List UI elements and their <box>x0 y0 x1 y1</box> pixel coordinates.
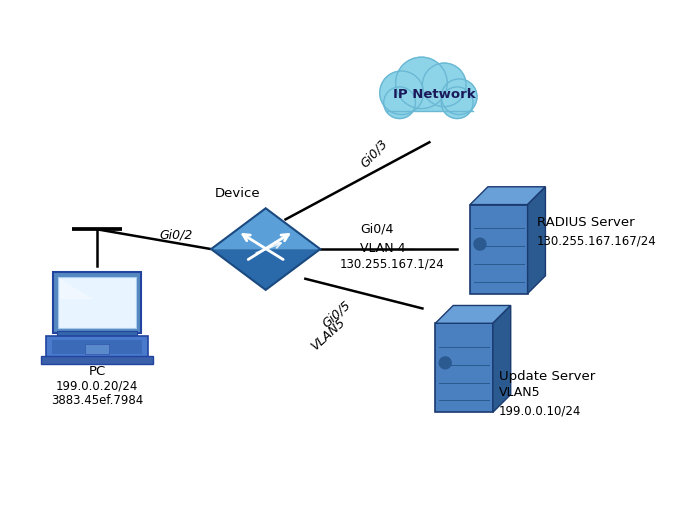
Text: VLAN5: VLAN5 <box>499 387 540 399</box>
Circle shape <box>384 87 416 119</box>
Polygon shape <box>211 249 320 290</box>
FancyBboxPatch shape <box>85 344 109 354</box>
Text: Device: Device <box>215 187 260 199</box>
FancyBboxPatch shape <box>41 356 153 364</box>
Circle shape <box>441 79 477 115</box>
Polygon shape <box>528 187 545 293</box>
FancyBboxPatch shape <box>470 205 528 293</box>
FancyBboxPatch shape <box>46 336 148 358</box>
Text: Update Server: Update Server <box>499 370 595 382</box>
Text: 199.0.0.20/24: 199.0.0.20/24 <box>56 380 138 393</box>
Polygon shape <box>470 187 545 205</box>
Circle shape <box>380 71 424 115</box>
Circle shape <box>474 238 486 250</box>
Text: PC: PC <box>88 365 106 378</box>
Text: Gi0/4: Gi0/4 <box>360 222 393 235</box>
Text: 130.255.167.1/24: 130.255.167.1/24 <box>340 258 444 271</box>
Polygon shape <box>211 208 320 249</box>
FancyBboxPatch shape <box>53 272 141 333</box>
Text: 3883.45ef.7984: 3883.45ef.7984 <box>51 395 143 408</box>
Circle shape <box>395 57 447 108</box>
Text: Gi0/2: Gi0/2 <box>160 228 193 241</box>
Text: VLAN 4: VLAN 4 <box>360 242 405 255</box>
Text: 130.255.167.167/24: 130.255.167.167/24 <box>536 234 657 247</box>
Text: Gi0/5: Gi0/5 <box>320 299 354 331</box>
Text: 199.0.0.10/24: 199.0.0.10/24 <box>499 404 581 417</box>
Polygon shape <box>60 279 92 300</box>
Circle shape <box>440 357 452 369</box>
FancyBboxPatch shape <box>57 331 136 336</box>
FancyBboxPatch shape <box>58 277 136 328</box>
Text: VLAN5: VLAN5 <box>308 316 348 354</box>
Text: IP Network: IP Network <box>393 88 475 101</box>
FancyBboxPatch shape <box>52 340 141 354</box>
FancyBboxPatch shape <box>435 323 493 412</box>
Text: Gi0/3: Gi0/3 <box>358 137 390 170</box>
Polygon shape <box>493 305 511 412</box>
Circle shape <box>422 63 466 106</box>
Circle shape <box>441 87 473 119</box>
FancyBboxPatch shape <box>386 89 473 111</box>
Polygon shape <box>435 305 511 323</box>
Text: RADIUS Server: RADIUS Server <box>536 216 634 229</box>
